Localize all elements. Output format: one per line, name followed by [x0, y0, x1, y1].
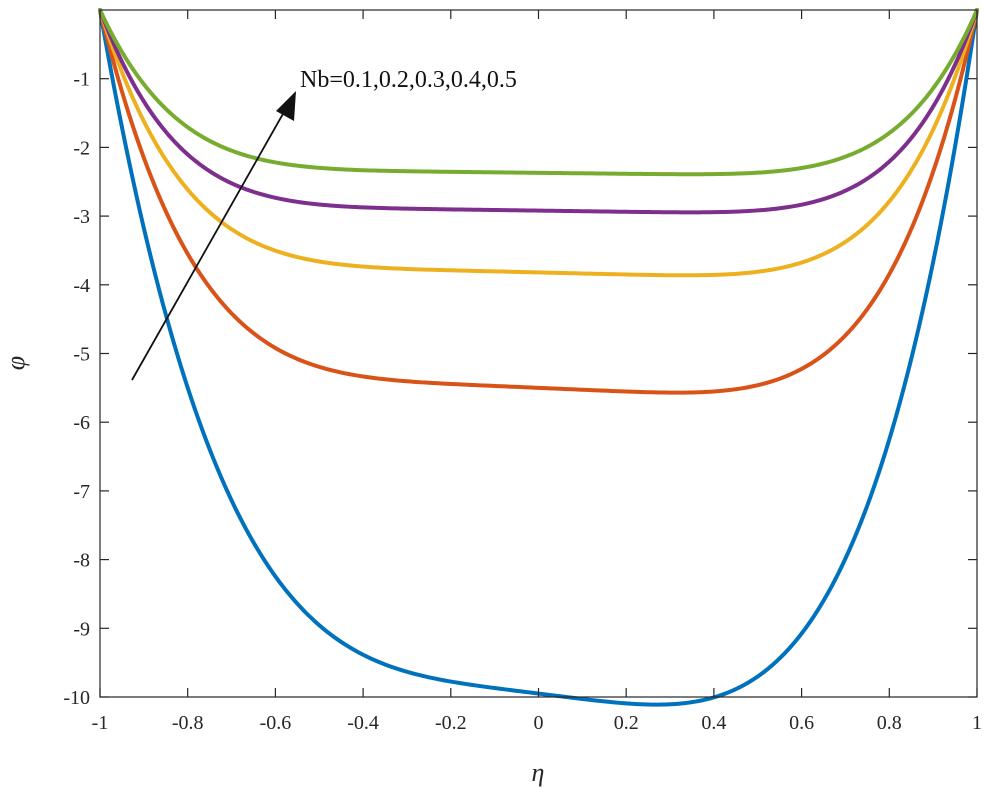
series-line-1: [98, 8, 979, 707]
x-tick-label: -1: [92, 712, 109, 734]
x-tick-label: -0.6: [260, 712, 292, 734]
y-tick-label: -2: [73, 137, 90, 159]
x-tick-label: 0.4: [701, 712, 726, 734]
series-line-2: [98, 8, 979, 395]
x-tick-label: 0.8: [877, 712, 902, 734]
x-tick-label: -0.2: [435, 712, 467, 734]
series-curves: [98, 8, 979, 707]
y-tick-label: -5: [73, 344, 90, 366]
y-axis-title: φ: [1, 356, 30, 370]
x-tick-label: 0.2: [614, 712, 639, 734]
annotation-arrowhead: [276, 91, 296, 121]
y-tick-label: -8: [73, 550, 90, 572]
annotation-group: Nb=0.1,0.2,0.3,0.4,0.5: [131, 67, 517, 381]
x-tick-label: -0.4: [347, 712, 379, 734]
annotation-arrow: [131, 104, 289, 381]
y-tick-label: -9: [73, 618, 90, 640]
y-tick-label: -3: [73, 206, 90, 228]
x-tick-label: 0: [534, 712, 544, 734]
annotation-text: Nb=0.1,0.2,0.3,0.4,0.5: [300, 67, 517, 93]
y-tick-label: -10: [63, 687, 90, 709]
series-line-4: [98, 8, 979, 215]
y-tick-label: -1: [73, 69, 90, 91]
y-tick-label: -7: [73, 481, 90, 503]
series-line-3: [98, 8, 979, 278]
x-axis-title: η: [532, 758, 545, 787]
y-tick-label: -6: [73, 412, 90, 434]
x-tick-label: 0.6: [789, 712, 814, 734]
y-tick-label: -4: [73, 275, 90, 297]
x-tick-label: 1: [972, 712, 982, 734]
plot-frame: [99, 9, 978, 698]
axis-ticks: -1 -0.8 -0.6 -0.4 -0.2 0 0.2 0.4 0.6 0.8 1 -1 -2 -3 -4…: [63, 10, 982, 734]
series-line-5: [98, 8, 979, 177]
x-tick-label: -0.8: [172, 712, 204, 734]
